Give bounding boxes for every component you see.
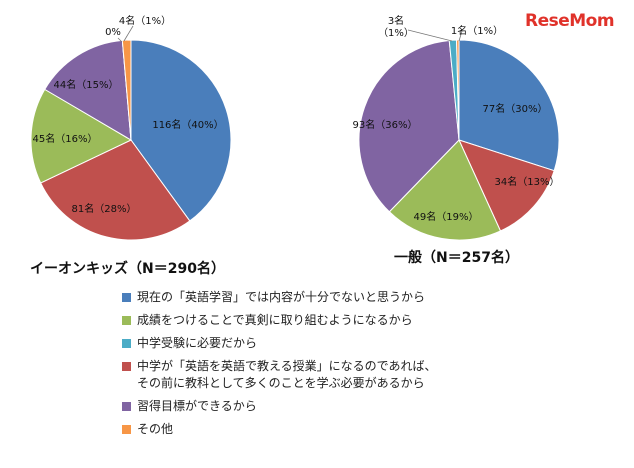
leader-line — [407, 29, 453, 42]
legend-item: 中学受験に必要だから — [122, 335, 602, 352]
legend-swatch — [122, 425, 131, 434]
leader-line — [117, 37, 123, 43]
pie-slice — [458, 39, 560, 172]
resemom-logo: ReseMom — [525, 11, 615, 31]
legend-swatch — [122, 293, 131, 302]
leader-line — [458, 30, 463, 42]
slice-data-label: 45名（16%） — [33, 132, 98, 145]
slice-data-label: 0% — [105, 27, 121, 38]
pie-slice — [121, 39, 132, 141]
pie-charts: 116名（40%） 81名（28%） 45名（16%） 44名（15%） 0%4名（1%… — [30, 14, 560, 241]
slice-data-label: 1名（1%） — [451, 24, 503, 37]
legend-item: 成績をつけることで真剣に取り組むようになるから — [122, 312, 602, 329]
pie-slice — [30, 88, 133, 184]
slice-data-label: 81名（28%） — [72, 202, 137, 215]
pie-slice — [458, 139, 555, 232]
legend-label: 中学が「英語を英語で教える授業」になるのであれば、 その前に教科として多くのこと… — [137, 359, 437, 390]
legend-swatch — [122, 339, 131, 348]
legend-label: 習得目標ができるから — [137, 399, 257, 413]
legend-swatch — [122, 402, 131, 411]
pie-slice — [40, 139, 191, 241]
pie-chart-0: 116名（40%） 81名（28%） 45名（16%） 44名（15%） 0%4名（1%… — [30, 14, 232, 241]
pie-title-general: 一般（N＝257名） — [394, 250, 519, 266]
pie-chart-1: 77名（30%） 34名（13%） 49名（19%） 93名（36%） 3名（1%） 1名… — [353, 14, 560, 241]
slice-data-label: 34名（13%） — [495, 175, 560, 188]
legend-label: その他 — [137, 422, 174, 436]
slice-data-label: 116名（40%） — [152, 118, 223, 131]
legend-label: 中学受験に必要だから — [137, 336, 258, 350]
legend-item: 現在の「英語学習」では内容が十分でないと思うから — [122, 289, 602, 306]
slice-data-label: 49名（19%） — [414, 210, 479, 223]
pie-slice — [44, 39, 132, 141]
legend-swatch — [122, 362, 131, 371]
legend-item: 習得目標ができるから — [122, 398, 602, 415]
slice-data-label: 93名（36%） — [353, 118, 418, 131]
slice-data-label: 44名（15%） — [54, 78, 119, 91]
legend-item: 中学が「英語を英語で教える授業」になるのであれば、 その前に教科として多くのこと… — [122, 358, 602, 392]
slice-data-label: 3名（1%） — [378, 14, 414, 39]
pie-slice — [388, 139, 502, 241]
slice-data-label: 77名（30%） — [483, 102, 548, 115]
chart-area: 116名（40%） 81名（28%） 45名（16%） 44名（15%） 0% 4名（1%… — [30, 14, 560, 277]
legend-label: 成績をつけることで真剣に取り組むようになるから — [137, 313, 413, 327]
pie-slice — [358, 39, 460, 213]
logo-text: ReseMom — [525, 11, 614, 31]
leader-line — [123, 25, 134, 42]
legend-swatch — [122, 316, 131, 325]
pie-title-aeon-kids: イーオンキッズ（N＝290名） — [30, 261, 225, 277]
legend-label: 現在の「英語学習」では内容が十分でないと思うから — [137, 290, 426, 304]
legend: 現在の「英語学習」では内容が十分でないと思うから 成績をつけることで真剣に取り組… — [122, 289, 602, 444]
legend-item: その他 — [122, 421, 602, 438]
pie-slice — [130, 39, 232, 222]
slice-data-label: 4名（1%） — [119, 14, 171, 27]
